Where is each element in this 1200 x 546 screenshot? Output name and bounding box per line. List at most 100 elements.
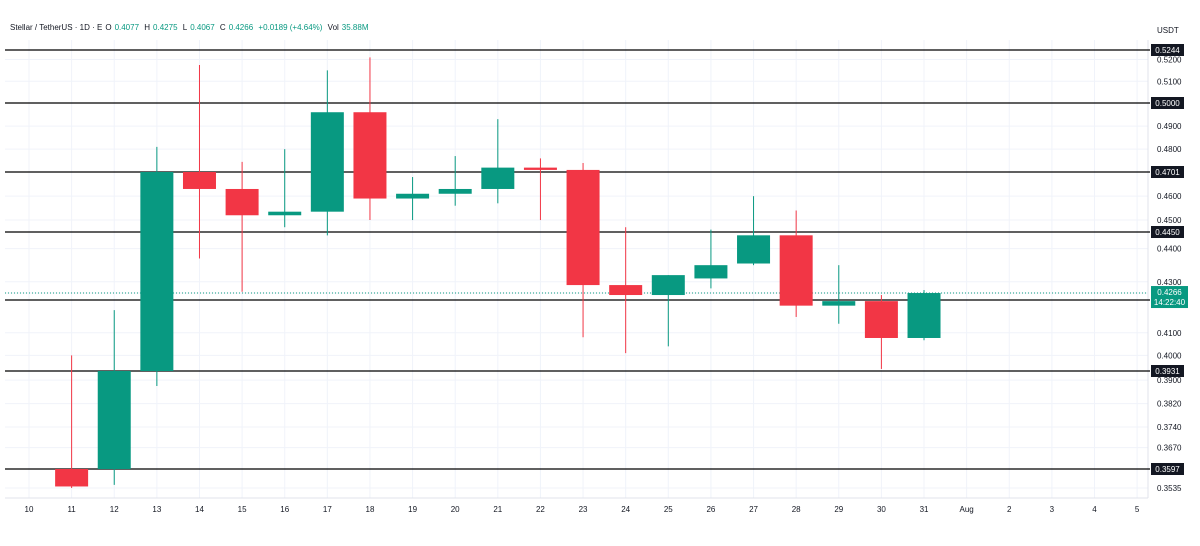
level-label-text: 0.4450 — [1155, 228, 1180, 237]
price-tick-label: 0.5200 — [1157, 56, 1182, 65]
candle-body — [651, 275, 685, 296]
candle — [737, 196, 771, 266]
high-label: H — [144, 23, 151, 32]
candle-body — [97, 371, 131, 469]
date-tick-label: 21 — [493, 505, 502, 514]
date-tick-label: 4 — [1092, 505, 1097, 514]
last-price-box — [1151, 286, 1188, 309]
candle-body — [523, 167, 557, 170]
gridlines — [5, 40, 1149, 499]
price-tick-label: 0.4300 — [1157, 278, 1182, 287]
last-price-text: 0.4266 — [1157, 288, 1182, 297]
candle — [481, 119, 515, 204]
date-tick-label: 22 — [536, 505, 545, 514]
level-label-text: 0.3597 — [1155, 465, 1180, 474]
candle-body — [353, 112, 387, 199]
price-tick-label: 0.3900 — [1157, 376, 1182, 385]
open-label: O — [105, 23, 112, 32]
price-axis: 0.5200 0.5100 0.5000 0.4900 0.4800 0.4701 0.46… — [1157, 56, 1182, 493]
candle-body — [779, 235, 813, 306]
candle — [907, 290, 941, 341]
candle-body — [822, 301, 856, 306]
date-tick-label: 31 — [920, 505, 929, 514]
date-tick-label: 23 — [579, 505, 588, 514]
level-label-box — [1151, 226, 1184, 238]
date-tick-label: 10 — [25, 505, 34, 514]
time-axis: 10 11 12 13 14 15 16 17 18 19 20 21 22 23 24 25 26 27 28 29… — [25, 505, 1140, 514]
date-tick-label: 30 — [877, 505, 886, 514]
candle-body — [182, 172, 216, 189]
level-label-text: 0.5000 — [1155, 99, 1180, 108]
date-tick-label: 16 — [280, 505, 289, 514]
low-value: 0.4067 — [190, 23, 215, 32]
level-price-label: 0.4450 — [1151, 226, 1184, 238]
date-tick-label: 25 — [664, 505, 673, 514]
price-tick-label: 0.4600 — [1157, 192, 1182, 201]
date-tick-label: 2 — [1007, 505, 1012, 514]
candle-body — [268, 211, 302, 216]
candles — [55, 57, 941, 488]
candle — [268, 149, 302, 228]
date-tick-label: 3 — [1050, 505, 1055, 514]
candle-body — [737, 235, 771, 264]
open-value: 0.4077 — [114, 23, 140, 32]
symbol-header: Stellar / TetherUS · 1D · E O 0.4077 H 0.42… — [10, 23, 371, 32]
price-tick-label: 0.4800 — [1157, 145, 1182, 154]
level-price-label: 0.5244 — [1151, 44, 1184, 56]
close-value: 0.4266 — [228, 23, 254, 32]
candle — [55, 355, 89, 488]
level-label-box — [1151, 365, 1184, 377]
candle-body — [566, 169, 600, 286]
candle — [694, 229, 728, 289]
candle-body — [609, 285, 643, 296]
date-tick-label: 19 — [408, 505, 417, 514]
symbol-name: Stellar / TetherUS · 1D · E — [10, 23, 103, 32]
level-price-label: 0.5000 — [1151, 97, 1184, 109]
price-tick-label: 0.3740 — [1157, 423, 1182, 432]
level-label-text: 0.3931 — [1155, 367, 1180, 376]
candle — [438, 156, 472, 206]
date-tick-label: 26 — [706, 505, 715, 514]
price-tick-label: 0.4000 — [1157, 351, 1182, 360]
level-labels: 0.52440.50000.47010.44500.42450.39310.35… — [1151, 44, 1188, 475]
price-tick-label: 0.3535 — [1157, 484, 1182, 493]
candle-body — [140, 172, 174, 371]
date-tick-label: 13 — [152, 505, 161, 514]
level-price-label: 0.3597 — [1151, 463, 1184, 475]
price-tick-label: 0.4400 — [1157, 245, 1182, 254]
candle-body — [694, 265, 728, 279]
candle-body — [55, 469, 89, 487]
price-tick-label: 0.4100 — [1157, 329, 1182, 338]
candle — [779, 210, 813, 317]
date-tick-label: 11 — [67, 505, 76, 514]
candle — [651, 275, 685, 347]
date-tick-label: 5 — [1135, 505, 1140, 514]
candle-body — [864, 301, 898, 338]
currency-label: USDT — [1157, 26, 1179, 35]
candle — [140, 146, 174, 386]
candle-body — [481, 167, 515, 189]
candle — [822, 265, 856, 324]
candle — [566, 163, 600, 338]
price-tick-label: 0.5100 — [1157, 77, 1182, 86]
date-tick-label: Aug — [960, 505, 974, 514]
level-label-box — [1151, 463, 1184, 475]
volume-label: Vol — [327, 23, 339, 32]
level-price-label: 0.4701 — [1151, 166, 1184, 178]
candle-body — [907, 293, 941, 338]
candle-body — [310, 112, 344, 212]
volume-value: 35.88M — [341, 23, 369, 32]
date-tick-label: 20 — [451, 505, 460, 514]
candle-body — [438, 188, 472, 194]
date-tick-label: 18 — [366, 505, 375, 514]
low-label: L — [182, 23, 188, 32]
price-tick-label: 0.4900 — [1157, 122, 1182, 131]
date-tick-label: 29 — [834, 505, 843, 514]
candle — [609, 227, 643, 354]
level-label-box — [1151, 44, 1184, 56]
candle-body — [396, 193, 430, 199]
price-tick-label: 0.4500 — [1157, 216, 1182, 225]
